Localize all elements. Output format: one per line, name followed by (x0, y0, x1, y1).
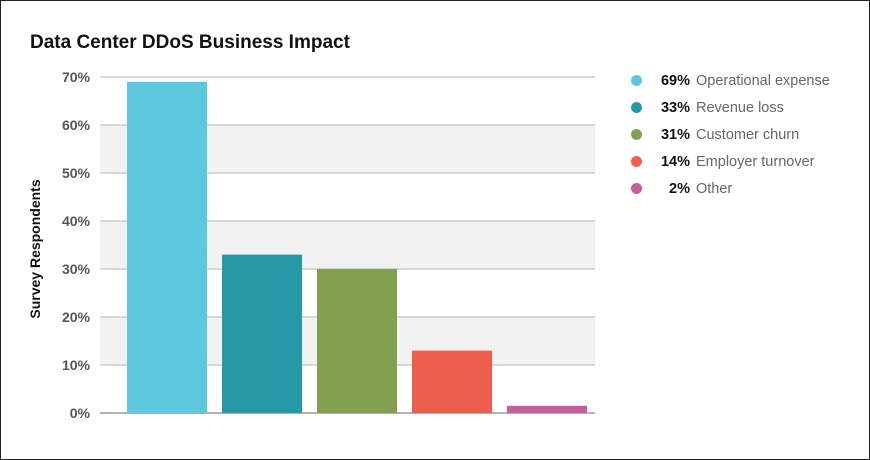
legend-swatch (631, 129, 642, 140)
legend-percent: 31% (660, 126, 690, 143)
legend-swatch (631, 183, 642, 194)
y-tick-label: 0% (70, 405, 91, 421)
legend-label: Employer turnover (696, 153, 815, 170)
y-tick-label: 70% (62, 69, 91, 85)
legend-item: 2% Other (631, 175, 830, 202)
bar (317, 269, 397, 413)
y-tick-label: 30% (62, 261, 91, 277)
legend-item: 69% Operational expense (631, 67, 830, 94)
legend-label: Revenue loss (696, 99, 784, 116)
legend-swatch (631, 102, 642, 113)
legend: 69% Operational expense 33% Revenue loss 31%… (631, 67, 830, 202)
legend-label: Operational expense (696, 72, 830, 89)
legend-percent: 69% (660, 72, 690, 89)
legend-percent: 2% (669, 180, 690, 197)
legend-swatch (631, 156, 642, 167)
legend-swatch (631, 75, 642, 86)
y-tick-label: 10% (62, 357, 91, 373)
legend-percent: 33% (660, 99, 690, 116)
legend-item: 31% Customer churn (631, 121, 830, 148)
y-tick-label: 20% (62, 309, 91, 325)
legend-percent: 14% (660, 153, 690, 170)
y-tick-label: 40% (62, 213, 91, 229)
bar (412, 350, 492, 413)
bar (507, 405, 587, 413)
chart-title: Data Center DDoS Business Impact (30, 32, 350, 53)
legend-item: 14% Employer turnover (631, 148, 830, 175)
legend-label: Customer churn (696, 126, 800, 143)
bar (127, 81, 207, 414)
bar (222, 254, 302, 413)
y-tick-label: 60% (62, 117, 91, 133)
legend-label: Other (696, 180, 733, 197)
legend-item: 33% Revenue loss (631, 94, 830, 121)
y-tick-label: 50% (62, 165, 91, 181)
